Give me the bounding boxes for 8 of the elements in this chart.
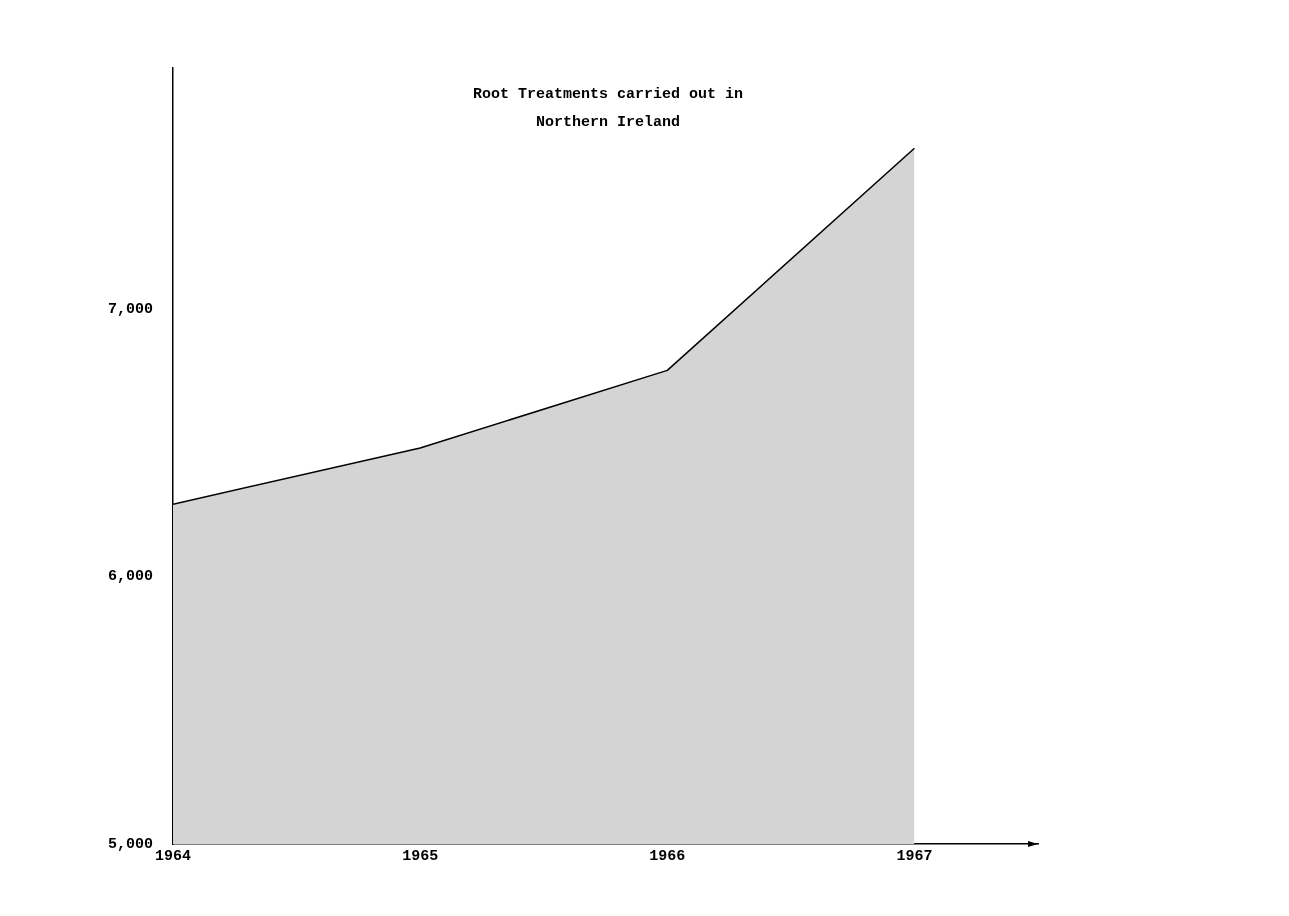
x-tick-label: 1966 xyxy=(649,847,686,865)
y-tick-label: 7,000 xyxy=(107,300,154,318)
text: Root Treatments carried out in Northern Ireland xyxy=(472,86,744,131)
x-tick-label: 1964 xyxy=(155,847,192,865)
y-tick-label: 6,000 xyxy=(107,568,154,586)
x-tick-label: 1965 xyxy=(402,847,439,865)
y-tick-label: 5,000 xyxy=(107,835,154,853)
x-tick-label: 1967 xyxy=(896,847,933,865)
